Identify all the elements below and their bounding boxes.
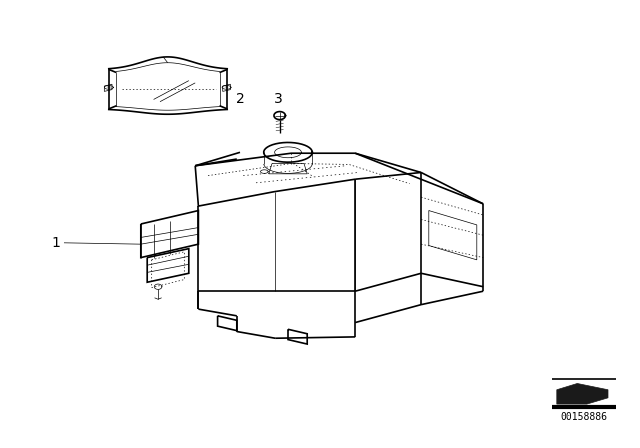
Polygon shape [557,383,608,404]
Text: 2: 2 [236,91,245,106]
Text: 3: 3 [274,91,283,106]
Text: 00158886: 00158886 [560,412,607,422]
Text: 1: 1 [52,236,61,250]
